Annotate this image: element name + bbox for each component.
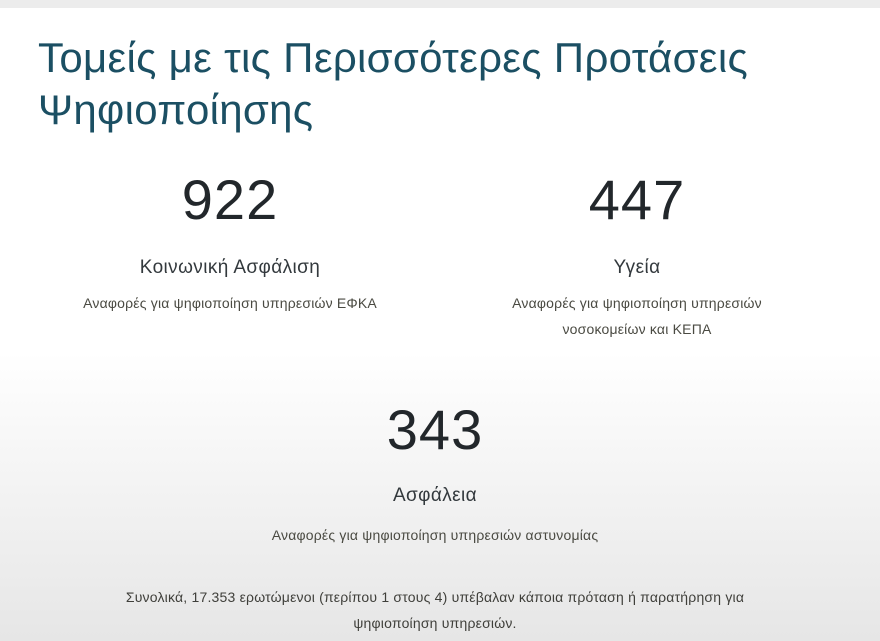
page-title-line-1: Τομείς με τις Περισσότερες Προτάσεις	[38, 34, 748, 81]
page-title: Τομείς με τις Περισσότερες Προτάσεις Ψηφ…	[38, 32, 858, 136]
stat-description-line-1: Αναφορές για ψηφιοποίηση υπηρεσιών	[512, 295, 762, 311]
stat-social-insurance: 922 Κοινωνική Ασφάλιση Αναφορές για ψηφι…	[30, 170, 430, 316]
summary-line-2: ψηφιοποίηση υπηρεσιών.	[353, 615, 517, 631]
stat-description-line-2: νοσοκομείων και ΚΕΠΑ	[562, 321, 712, 337]
stat-number: 922	[181, 168, 279, 231]
stat-description: Αναφορές για ψηφιοποίηση υπηρεσιών νοσοκ…	[437, 290, 837, 342]
stat-description: Αναφορές για ψηφιοποίηση υπηρεσιών αστυν…	[230, 522, 640, 548]
top-strip	[0, 0, 880, 8]
stat-number: 343	[386, 398, 484, 461]
summary-line-1: Συνολικά, 17.353 ερωτώμενοι (περίπου 1 σ…	[125, 589, 745, 605]
stat-label: Ασφάλεια	[392, 485, 478, 506]
stat-number: 447	[588, 168, 686, 231]
stat-label: Υγεία	[613, 257, 661, 278]
stat-security: 343 Ασφάλεια Αναφορές για ψηφιοποίηση υπ…	[230, 400, 640, 548]
stat-health: 447 Υγεία Αναφορές για ψηφιοποίηση υπηρε…	[437, 170, 837, 342]
stat-description-line-1: Αναφορές για ψηφιοποίηση υπηρεσιών ΕΦΚΑ	[83, 295, 377, 311]
stat-description: Αναφορές για ψηφιοποίηση υπηρεσιών ΕΦΚΑ	[30, 290, 430, 316]
stat-label: Κοινωνική Ασφάλιση	[139, 257, 321, 278]
page-title-line-2: Ψηφιοποίησης	[38, 86, 314, 133]
stat-description-line-1: Αναφορές για ψηφιοποίηση υπηρεσιών αστυν…	[271, 527, 599, 543]
summary-text: Συνολικά, 17.353 ερωτώμενοι (περίπου 1 σ…	[40, 584, 830, 636]
